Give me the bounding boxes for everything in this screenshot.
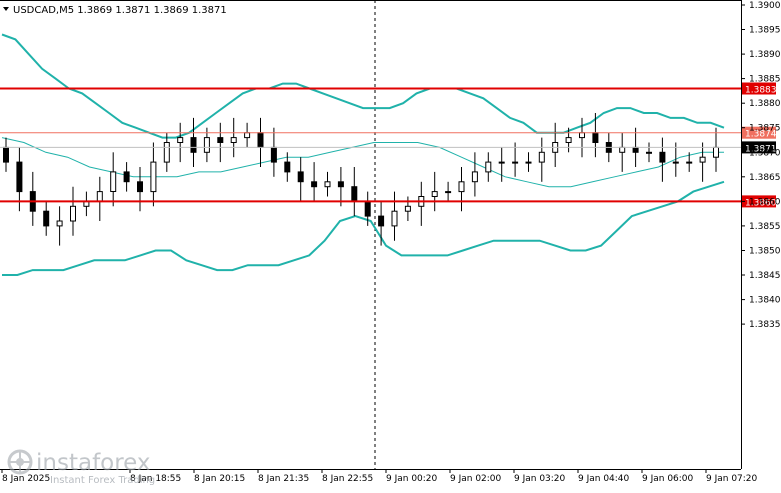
y-tick-label: 1.3840 xyxy=(749,296,781,306)
candle-body xyxy=(713,146,719,158)
y-tick-label: 1.3870 xyxy=(749,148,781,158)
y-tick-label: 1.3880 xyxy=(749,99,781,109)
x-tick-label: 8 Jan 22:55 xyxy=(322,474,373,484)
candle-body xyxy=(337,181,344,188)
candle-body xyxy=(203,137,210,153)
y-tick-label: 1.3860 xyxy=(749,197,781,207)
y-tick-label: 1.3855 xyxy=(749,222,781,232)
candle-body xyxy=(404,205,411,212)
y-tick-label: 1.3885 xyxy=(749,75,781,85)
x-tick-label: 8 Jan 20:15 xyxy=(194,474,245,484)
candle-body xyxy=(632,146,639,153)
x-tick-label: 9 Jan 03:20 xyxy=(514,474,566,484)
candle-body xyxy=(391,210,398,227)
middle-moving-average-line xyxy=(1,137,724,188)
candle-body xyxy=(512,161,519,164)
candle-body xyxy=(150,161,157,193)
candle-body xyxy=(257,132,264,148)
candle-body xyxy=(498,161,505,164)
x-tick-label: 9 Jan 04:40 xyxy=(578,474,630,484)
candle-body xyxy=(565,137,572,144)
candle-body xyxy=(177,137,184,144)
candle-body xyxy=(230,137,237,144)
dropdown-triangle-icon[interactable] xyxy=(3,7,9,11)
candle-body xyxy=(699,156,706,163)
upper-bollinger-line xyxy=(1,33,725,139)
y-tick-label: 1.3875 xyxy=(749,124,781,134)
y-tick-label: 1.3865 xyxy=(749,173,781,183)
candle-body xyxy=(659,151,666,163)
candle-body xyxy=(56,220,63,227)
level-label-1.3874: 1.3874 xyxy=(745,130,777,140)
support-resistance-levels: 1.3883 1.3874 1.3860 1.3871 xyxy=(0,82,777,208)
time-axis: 8 Jan 2025 8 Jan 18:55 8 Jan 20:15 8 Jan 21… xyxy=(1,469,758,484)
y-tick-label: 1.3850 xyxy=(749,247,781,257)
candle-body xyxy=(70,205,76,222)
candle-body xyxy=(579,132,585,139)
level-badge-1.3860 xyxy=(742,195,776,208)
y-tick-label: 1.3895 xyxy=(749,26,781,36)
candle-body xyxy=(43,210,50,227)
bollinger-bands xyxy=(1,33,725,276)
candle-body xyxy=(538,151,545,163)
candle-body xyxy=(592,132,599,143)
candle-body xyxy=(485,161,492,173)
candle-body xyxy=(123,171,130,183)
y-tick-label: 1.3835 xyxy=(749,320,781,330)
candle-body xyxy=(471,171,478,183)
candle-body xyxy=(244,132,251,139)
watermark-tagline: Instant Forex Trading xyxy=(50,475,155,486)
x-tick-label: 9 Jan 06:00 xyxy=(642,474,694,484)
candle-body xyxy=(431,191,438,198)
candle-body xyxy=(217,137,224,144)
level-badge-1.3883 xyxy=(742,82,776,95)
candle-body xyxy=(672,161,679,164)
candle-body xyxy=(297,171,304,183)
candle-body xyxy=(137,181,143,193)
y-tick-label: 1.3845 xyxy=(749,271,781,281)
candle-body xyxy=(646,151,652,154)
candle-body xyxy=(110,171,117,192)
candle-body xyxy=(445,191,452,194)
candle-body xyxy=(619,146,626,153)
x-tick-label: 9 Jan 02:00 xyxy=(450,474,502,484)
watermark-brand: instaforex xyxy=(36,450,151,476)
price-axis: 1.39001.38951.38901.38851.38801.38751.38… xyxy=(741,1,781,330)
candle-body xyxy=(270,146,277,163)
level-label-1.3860: 1.3860 xyxy=(745,198,777,208)
x-tick-label: 8 Jan 21:35 xyxy=(258,474,309,484)
candle-body xyxy=(163,142,170,163)
candle-body xyxy=(351,186,358,202)
candle-body xyxy=(284,161,291,173)
candle-body xyxy=(3,146,9,163)
candle-body xyxy=(458,181,465,193)
candle-body xyxy=(311,181,318,188)
candle-body xyxy=(16,161,23,193)
y-tick-label: 1.3890 xyxy=(749,50,781,60)
instaforex-logo-icon xyxy=(7,449,33,475)
candle-body xyxy=(364,200,371,217)
candle-body xyxy=(378,215,385,227)
level-badge-1.3874 xyxy=(742,126,776,139)
candle-body xyxy=(96,191,103,202)
y-tick-label: 1.3900 xyxy=(749,1,781,11)
candle-body xyxy=(324,181,331,188)
lower-bollinger-line xyxy=(2,180,725,276)
x-tick-label: 8 Jan 18:55 xyxy=(130,474,181,484)
symbol-header: USDCAD,M5 1.3869 1.3871 1.3869 1.3871 xyxy=(3,5,227,16)
candle-body xyxy=(686,161,693,164)
x-tick-label: 8 Jan 2025 xyxy=(2,474,50,484)
level-label-1.3883: 1.3883 xyxy=(745,86,777,96)
candle-body xyxy=(190,137,197,153)
current-price-badge xyxy=(742,141,776,154)
current-price-label: 1.3871 xyxy=(745,144,777,154)
instaforex-watermark: instaforex Instant Forex Trading xyxy=(6,446,186,486)
candle-body xyxy=(525,161,532,164)
symbol-ohlc-text: USDCAD,M5 1.3869 1.3871 1.3869 1.3871 xyxy=(13,5,227,16)
x-tick-label: 9 Jan 07:20 xyxy=(706,474,758,484)
x-tick-label: 9 Jan 00:20 xyxy=(386,474,438,484)
